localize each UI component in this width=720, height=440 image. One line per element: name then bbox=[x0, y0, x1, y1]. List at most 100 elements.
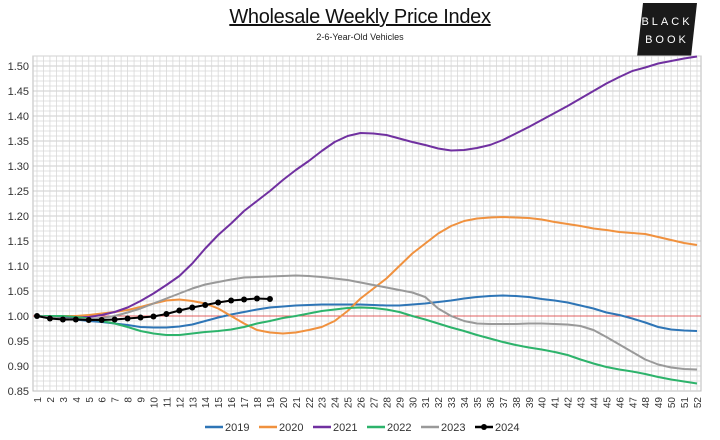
svg-text:BLACK: BLACK bbox=[641, 16, 692, 28]
x-tick-label: 36 bbox=[486, 397, 497, 409]
x-tick-label: 41 bbox=[551, 397, 562, 409]
data-point-2024 bbox=[189, 304, 196, 311]
x-tick-label: 19 bbox=[266, 397, 277, 409]
data-point-2024 bbox=[59, 316, 66, 323]
series-line-2022 bbox=[37, 306, 698, 385]
x-tick-label: 2 bbox=[46, 397, 57, 403]
y-tick-label: 1.50 bbox=[8, 61, 29, 73]
chart-subtitle: 2-6-Year-Old Vehicles bbox=[316, 32, 404, 42]
y-tick-label: 1.30 bbox=[8, 161, 29, 173]
x-tick-label: 35 bbox=[473, 397, 484, 409]
x-tick-label: 8 bbox=[124, 397, 135, 403]
x-tick-label: 32 bbox=[434, 397, 445, 409]
x-tick-label: 20 bbox=[279, 397, 290, 409]
x-tick-label: 39 bbox=[525, 397, 536, 409]
x-tick-label: 44 bbox=[589, 397, 600, 409]
data-point-2024 bbox=[72, 316, 79, 323]
legend-label-2020: 2020 bbox=[279, 422, 303, 434]
x-tick-label: 27 bbox=[369, 397, 380, 409]
x-tick-label: 4 bbox=[72, 397, 83, 403]
x-tick-label: 33 bbox=[447, 397, 458, 409]
y-tick-label: 0.90 bbox=[8, 361, 29, 373]
data-point-2024 bbox=[202, 302, 209, 308]
x-tick-label: 37 bbox=[499, 397, 510, 409]
x-tick-label: 51 bbox=[680, 397, 691, 409]
y-tick-label: 1.10 bbox=[8, 261, 29, 273]
x-tick-label: 29 bbox=[395, 397, 406, 409]
x-tick-label: 18 bbox=[253, 397, 264, 409]
x-tick-label: 28 bbox=[382, 397, 393, 409]
x-tick-label: 13 bbox=[188, 397, 199, 409]
y-tick-label: 1.40 bbox=[8, 111, 29, 123]
data-point-2024 bbox=[111, 316, 118, 323]
x-tick-label: 6 bbox=[98, 397, 109, 403]
x-tick-label: 12 bbox=[175, 397, 186, 409]
x-tick-label: 11 bbox=[162, 397, 173, 408]
data-point-2024 bbox=[124, 315, 131, 322]
legend-label-2023: 2023 bbox=[441, 422, 465, 434]
legend-marker-2024 bbox=[481, 424, 487, 430]
y-tick-label: 1.45 bbox=[8, 86, 29, 98]
x-tick-label: 10 bbox=[149, 397, 160, 409]
data-point-2024 bbox=[150, 313, 157, 320]
x-tick-label: 1 bbox=[33, 397, 44, 403]
legend-label-2021: 2021 bbox=[333, 422, 357, 434]
x-tick-label: 45 bbox=[602, 397, 613, 409]
x-tick-label: 38 bbox=[512, 397, 523, 409]
x-tick-label: 17 bbox=[240, 397, 251, 409]
x-tick-label: 47 bbox=[628, 397, 639, 409]
legend-label-2024: 2024 bbox=[495, 422, 519, 434]
x-tick-label: 23 bbox=[318, 397, 329, 409]
chart-title: Wholesale Weekly Price Index bbox=[229, 6, 491, 28]
y-tick-label: 1.35 bbox=[8, 136, 29, 148]
y-tick-label: 1.25 bbox=[8, 186, 29, 198]
x-tick-label: 3 bbox=[59, 397, 70, 403]
x-tick-label: 40 bbox=[538, 397, 549, 409]
x-tick-label: 48 bbox=[641, 397, 652, 409]
y-tick-label: 0.95 bbox=[8, 336, 29, 348]
data-point-2024 bbox=[266, 296, 273, 302]
y-tick-label: 1.20 bbox=[8, 211, 29, 223]
x-tick-label: 42 bbox=[564, 397, 575, 409]
x-tick-label: 15 bbox=[214, 397, 225, 409]
x-tick-label: 26 bbox=[357, 397, 368, 409]
x-tick-label: 46 bbox=[615, 397, 626, 409]
y-tick-label: 1.00 bbox=[8, 311, 29, 323]
legend-label-2022: 2022 bbox=[387, 422, 411, 434]
data-point-2024 bbox=[215, 299, 222, 306]
svg-text:BOOK: BOOK bbox=[645, 34, 689, 46]
x-tick-label: 14 bbox=[201, 397, 212, 409]
x-tick-label: 16 bbox=[227, 397, 238, 409]
data-point-2024 bbox=[228, 297, 235, 304]
x-tick-label: 25 bbox=[344, 397, 355, 409]
x-tick-label: 22 bbox=[305, 397, 316, 409]
data-point-2024 bbox=[163, 311, 170, 317]
y-tick-label: 0.85 bbox=[8, 386, 29, 398]
black-book-logo: BLACK BOOK bbox=[637, 3, 697, 57]
y-tick-label: 1.05 bbox=[8, 286, 29, 298]
data-point-2024 bbox=[34, 313, 40, 319]
x-tick-label: 24 bbox=[331, 397, 342, 409]
x-tick-label: 7 bbox=[111, 397, 122, 403]
x-tick-label: 34 bbox=[460, 397, 471, 409]
data-point-2024 bbox=[98, 317, 105, 323]
data-point-2024 bbox=[46, 315, 53, 322]
data-point-2024 bbox=[85, 317, 92, 323]
data-point-2024 bbox=[254, 295, 260, 302]
x-tick-label: 9 bbox=[137, 397, 148, 403]
x-tick-label: 5 bbox=[85, 397, 96, 403]
series-line-2023 bbox=[36, 274, 698, 371]
series-line-2019 bbox=[36, 294, 698, 332]
x-tick-label: 50 bbox=[667, 397, 678, 409]
x-tick-label: 52 bbox=[693, 397, 704, 409]
series-line-2021 bbox=[36, 55, 698, 319]
y-tick-label: 1.15 bbox=[8, 236, 29, 248]
x-tick-label: 21 bbox=[292, 397, 303, 409]
data-point-2024 bbox=[241, 296, 248, 303]
legend-label-2019: 2019 bbox=[225, 422, 249, 434]
data-point-2024 bbox=[137, 314, 144, 321]
x-tick-label: 31 bbox=[421, 397, 432, 409]
data-point-2024 bbox=[176, 307, 183, 314]
x-tick-label: 43 bbox=[577, 397, 588, 409]
